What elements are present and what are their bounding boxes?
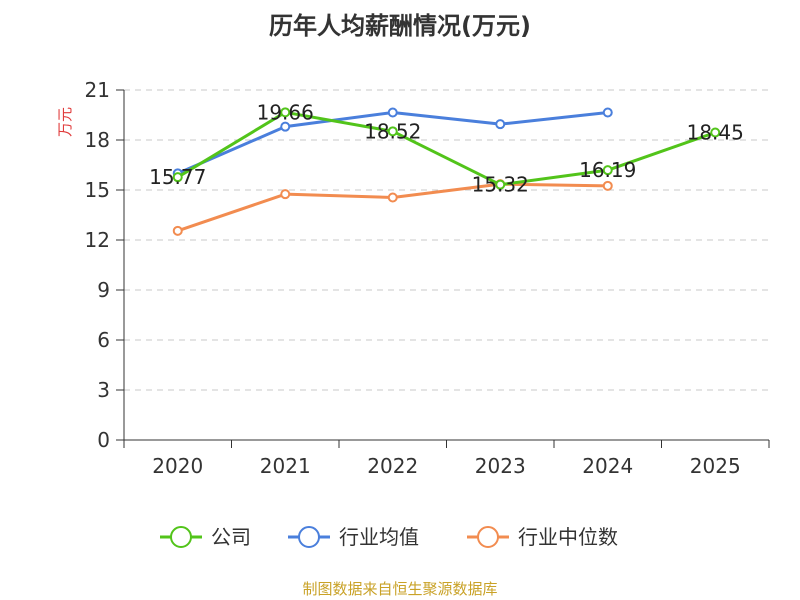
y-tick-label: 18	[85, 128, 110, 152]
data-labels: 15.77 19.66 18.52 15.32 16.19 18.45	[149, 100, 744, 196]
source-note: 制图数据来自恒生聚源数据库	[302, 580, 497, 598]
data-point[interactable]	[495, 119, 506, 130]
y-tick-label: 9	[97, 278, 110, 302]
x-tick-label: 2022	[367, 454, 418, 478]
legend-item-1[interactable]: 行业均值	[288, 525, 419, 549]
data-point[interactable]	[172, 225, 183, 236]
chart-title: 历年人均薪酬情况(万元)	[269, 12, 531, 40]
data-point[interactable]	[602, 180, 613, 191]
x-tick-label: 2020	[152, 454, 203, 478]
data-label: 16.19	[579, 158, 636, 182]
data-label: 19.66	[257, 100, 314, 124]
y-axis-label: 万元	[56, 107, 74, 137]
data-point[interactable]	[280, 189, 291, 200]
x-tick-label: 2023	[475, 454, 526, 478]
data-point[interactable]	[602, 165, 613, 176]
legend-label: 行业均值	[339, 525, 419, 549]
y-tick-label: 0	[97, 428, 110, 452]
data-point[interactable]	[387, 107, 398, 118]
legend-swatch-marker	[170, 526, 192, 548]
data-point[interactable]	[710, 127, 721, 138]
data-label: 15.77	[149, 165, 206, 189]
data-label: 15.32	[472, 173, 529, 197]
y-tick-label: 6	[97, 328, 110, 352]
legend-swatch-marker	[298, 526, 320, 548]
y-tick-label: 12	[85, 228, 110, 252]
x-tick-label: 2021	[260, 454, 311, 478]
legend-item-0[interactable]: 公司	[160, 525, 251, 549]
data-point[interactable]	[172, 172, 183, 183]
legend-label: 行业中位数	[518, 525, 618, 549]
legend-swatch-marker	[477, 526, 499, 548]
y-tick-label: 3	[97, 378, 110, 402]
data-point[interactable]	[387, 192, 398, 203]
y-tick-label: 21	[85, 78, 110, 102]
gridlines	[124, 89, 769, 391]
data-point[interactable]	[280, 107, 291, 118]
data-point[interactable]	[602, 107, 613, 118]
data-label: 18.52	[364, 119, 421, 143]
legend-item-2[interactable]: 行业中位数	[467, 525, 618, 549]
x-tick-label: 2024	[582, 454, 633, 478]
data-label: 18.45	[687, 121, 744, 145]
data-point[interactable]	[280, 121, 291, 132]
series-line-2	[177, 182, 608, 233]
y-tick-label: 15	[85, 178, 110, 202]
series-line-0	[176, 110, 716, 187]
data-point[interactable]	[495, 179, 506, 190]
series-layer	[172, 107, 721, 236]
axes: 0 3 6 9 12 15 18 21 2020 2021 2022 2023 2024 2025	[85, 78, 770, 478]
data-point[interactable]	[387, 126, 398, 137]
legend[interactable]: 公司 行业均值 行业中位数	[160, 525, 618, 549]
legend-label: 公司	[211, 525, 251, 549]
x-tick-label: 2025	[690, 454, 741, 478]
